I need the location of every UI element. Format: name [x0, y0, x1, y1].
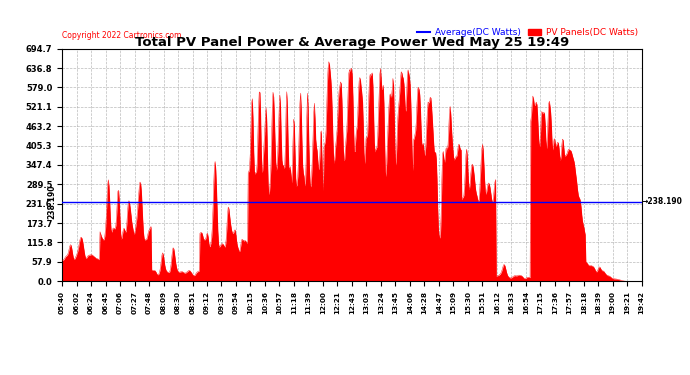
Title: Total PV Panel Power & Average Power Wed May 25 19:49: Total PV Panel Power & Average Power Wed…	[135, 36, 569, 49]
Text: Copyright 2022 Cartronics.com: Copyright 2022 Cartronics.com	[62, 32, 181, 40]
Text: →238.190: →238.190	[642, 197, 682, 206]
Text: 238.190: 238.190	[48, 184, 57, 219]
Legend: Average(DC Watts), PV Panels(DC Watts): Average(DC Watts), PV Panels(DC Watts)	[413, 24, 642, 40]
